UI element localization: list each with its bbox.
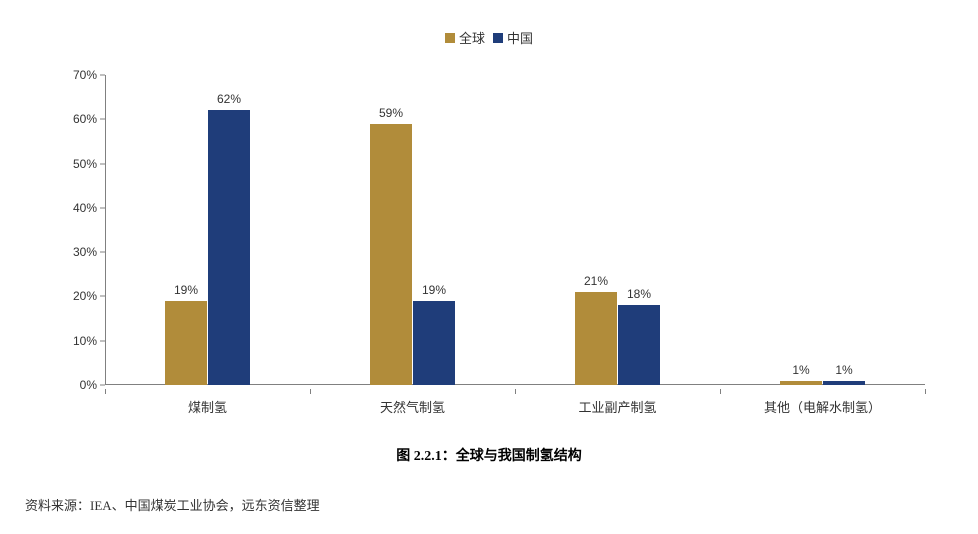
bar-value-label: 59% [379, 106, 403, 120]
bar: 19% [413, 301, 455, 385]
y-tick-label: 30% [73, 245, 97, 259]
chart-caption: 图 2.2.1：全球与我国制氢结构 [0, 445, 978, 465]
y-tick-label: 10% [73, 334, 97, 348]
bar-value-label: 1% [792, 363, 809, 377]
legend-swatch-china [493, 33, 503, 43]
x-tick-mark [925, 389, 926, 394]
bar-value-label: 1% [835, 363, 852, 377]
chart-source: 资料来源：IEA、中国煤炭工业协会，远东资信整理 [25, 495, 320, 514]
x-category-label: 天然气制氢 [380, 397, 445, 416]
bar-value-label: 21% [584, 274, 608, 288]
x-tick-mark [310, 389, 311, 394]
legend-item-global: 全球 [445, 28, 485, 47]
plot-area: 19%62%59%19%21%18%1%1% [105, 75, 925, 385]
bar: 18% [618, 305, 660, 385]
y-axis: 0%10%20%30%40%50%60%70% [60, 75, 105, 385]
y-tick-label: 0% [80, 378, 97, 392]
chart-legend: 全球 中国 [0, 0, 978, 47]
x-tick-mark [720, 389, 721, 394]
x-tick-mark [515, 389, 516, 394]
y-tick-label: 20% [73, 289, 97, 303]
bar: 19% [165, 301, 207, 385]
x-category-label: 煤制氢 [188, 397, 227, 416]
bar: 62% [208, 110, 250, 385]
x-category-label: 其他（电解水制氢） [764, 397, 881, 416]
bar: 21% [575, 292, 617, 385]
chart-area: 0%10%20%30%40%50%60%70% 19%62%59%19%21%1… [105, 75, 925, 385]
y-tick-label: 60% [73, 112, 97, 126]
bar: 59% [370, 124, 412, 385]
bar-value-label: 19% [422, 283, 446, 297]
bar-value-label: 62% [217, 92, 241, 106]
legend-label-china: 中国 [507, 28, 533, 47]
x-category-label: 工业副产制氢 [578, 397, 656, 416]
y-tick-label: 40% [73, 201, 97, 215]
legend-swatch-global [445, 33, 455, 43]
x-tick-mark [105, 389, 106, 394]
y-tick-label: 70% [73, 68, 97, 82]
legend-item-china: 中国 [493, 28, 533, 47]
bar: 1% [823, 381, 865, 385]
bar-value-label: 19% [174, 283, 198, 297]
bar: 1% [780, 381, 822, 385]
bar-value-label: 18% [627, 287, 651, 301]
y-tick-label: 50% [73, 157, 97, 171]
legend-label-global: 全球 [459, 28, 485, 47]
